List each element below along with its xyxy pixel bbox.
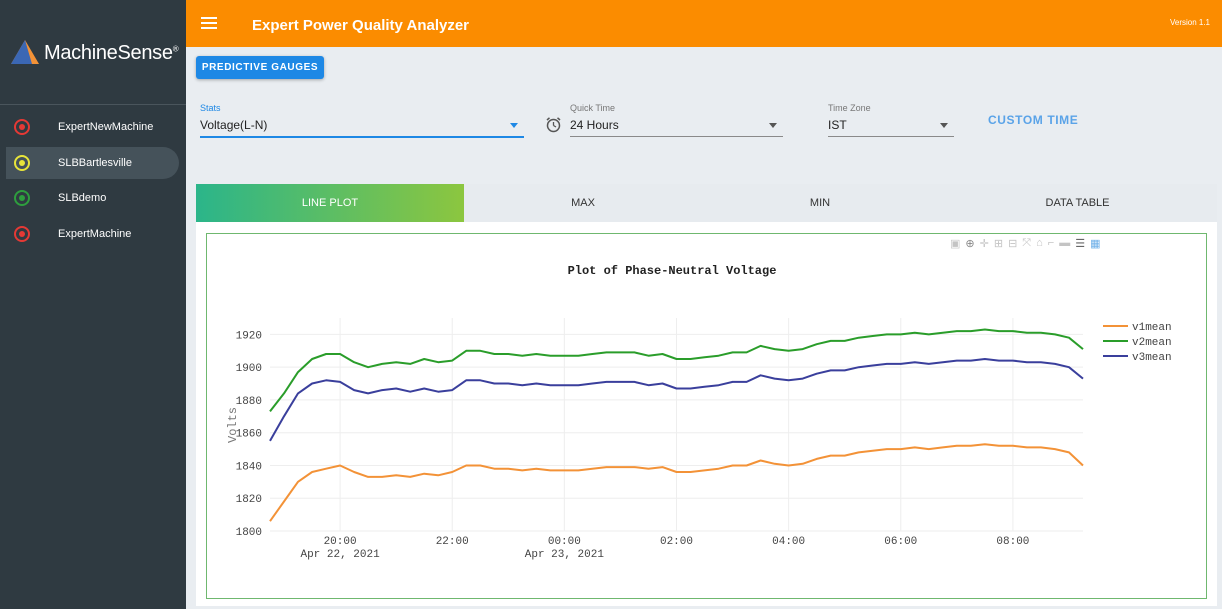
machinesense-logo[interactable]: MachineSense®: [10, 36, 179, 70]
zoom-out-icon[interactable]: ⊟: [1008, 238, 1018, 250]
quick-time-select[interactable]: 24 Hours: [570, 116, 783, 137]
autoscale-icon[interactable]: ⤧: [1022, 237, 1032, 249]
sidebar: MachineSense® ExpertNewMachine SLBBartle…: [0, 0, 186, 609]
pan-icon[interactable]: ✛: [979, 238, 989, 250]
sidebar-item-label: ExpertNewMachine: [58, 121, 154, 133]
tab-max[interactable]: MAX: [571, 197, 595, 209]
hamburger-menu-icon[interactable]: [201, 16, 217, 35]
predictive-gauges-button[interactable]: PREDICTIVE GAUGES: [196, 56, 324, 79]
tab-line-plot[interactable]: LINE PLOT: [196, 184, 464, 222]
status-icon: [12, 224, 32, 244]
alarm-clock-icon: [545, 116, 562, 138]
chevron-down-icon: [940, 123, 948, 128]
timezone-select[interactable]: IST: [828, 116, 954, 137]
sidebar-divider: [0, 104, 186, 105]
custom-time-button[interactable]: CUSTOM TIME: [988, 113, 1079, 127]
plot-container: [206, 233, 1207, 599]
hover-compare-icon[interactable]: ☰: [1075, 238, 1086, 250]
tab-data-table[interactable]: DATA TABLE: [1045, 197, 1110, 209]
logo-mark-icon: [11, 40, 39, 64]
quick-time-label: Quick Time: [570, 103, 616, 113]
stats-select[interactable]: Voltage(L-N): [200, 116, 524, 138]
sidebar-item-label: SLBdemo: [58, 192, 107, 204]
sidebar-item-slbdemo[interactable]: SLBdemo: [6, 182, 179, 214]
chevron-down-icon: [769, 123, 777, 128]
hover-closest-icon[interactable]: ▬: [1059, 237, 1071, 249]
status-icon: [12, 188, 32, 208]
camera-icon[interactable]: ▣: [950, 238, 961, 250]
home-icon[interactable]: ⌂: [1036, 237, 1043, 249]
logo-text: MachineSense®: [44, 41, 179, 64]
timezone-label: Time Zone: [828, 103, 871, 113]
sidebar-item-expertnewmachine[interactable]: ExpertNewMachine: [6, 111, 179, 143]
timezone-value: IST: [828, 118, 847, 132]
tab-min[interactable]: MIN: [809, 197, 831, 209]
app-header: Expert Power Quality Analyzer Version 1.…: [186, 0, 1222, 47]
version-label: Version 1.1: [1169, 18, 1210, 27]
sidebar-item-label: SLBBartlesville: [58, 157, 132, 169]
page-title: Expert Power Quality Analyzer: [252, 17, 470, 34]
zoom-icon[interactable]: ⊕: [965, 238, 975, 250]
plot-tabs: LINE PLOT MAX MIN DATA TABLE: [196, 184, 1217, 222]
quick-time-value: 24 Hours: [570, 118, 619, 132]
zoom-in-icon[interactable]: ⊞: [993, 238, 1004, 250]
status-icon: [12, 153, 32, 173]
stats-value: Voltage(L-N): [200, 118, 268, 132]
sidebar-item-expertmachine[interactable]: ExpertMachine: [6, 218, 179, 250]
sidebar-item-slbbartlesville[interactable]: SLBBartlesville: [6, 147, 179, 179]
plot-modebar: ▣ ⊕ ✛ ⊞ ⊟ ⤧ ⌂ ⌐ ▬ ☰ ▦: [950, 237, 1100, 250]
spike-icon[interactable]: ⌐: [1047, 237, 1055, 249]
plotly-logo-icon[interactable]: ▦: [1090, 238, 1101, 250]
stats-label: Stats: [200, 103, 221, 113]
sidebar-item-label: ExpertMachine: [58, 228, 132, 240]
chevron-down-icon: [510, 123, 518, 128]
status-icon: [12, 117, 32, 137]
